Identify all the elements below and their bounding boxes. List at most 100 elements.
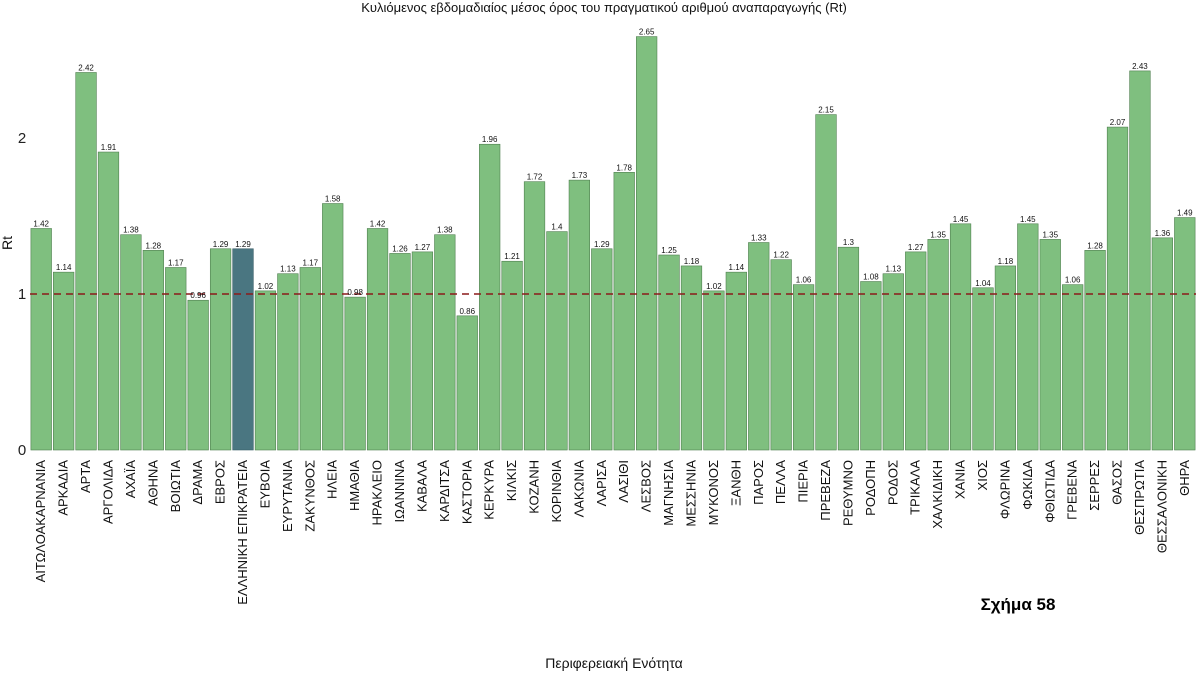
bar: [232, 248, 254, 451]
data-label: 1.38: [437, 226, 453, 235]
bar: [165, 267, 187, 451]
bar: [456, 315, 478, 451]
data-label: 1.14: [56, 263, 72, 272]
bar: [1084, 250, 1106, 451]
bar: [546, 231, 568, 451]
bar: [636, 36, 658, 451]
bar: [209, 248, 232, 451]
data-label: 1.4: [551, 223, 563, 232]
category-labels-group: ΑΙΤΩΛΟΑΚΑΡΝΑΝΙΑ ΑΡΚΑΔΙΑ ΑΡΤΑ ΑΡΓΟΛΙΔΑ ΑΧΑΪΑ Α…: [33, 460, 1192, 605]
category-label: ΑΘΗΝΑ: [145, 460, 160, 506]
bar: [120, 234, 142, 451]
data-label: 1.29: [235, 240, 251, 249]
category-label: ΕΛΛΗΝΙΚΗ ΕΠΙΚΡΑΤΕΙΑ: [235, 460, 250, 605]
bar: [882, 273, 904, 451]
category-label: ΜΑΓΝΗΣΙΑ: [661, 460, 676, 526]
bar: [523, 181, 546, 451]
category-label: ΗΜΑΘΙΑ: [347, 460, 362, 511]
data-label: 1.13: [886, 265, 902, 274]
bar: [322, 203, 344, 451]
category-label: ΧΙΟΣ: [975, 460, 990, 490]
data-label: 1.28: [1087, 241, 1103, 250]
category-label: ΔΡΑΜΑ: [190, 460, 205, 505]
category-label: ΚΟΖΑΝΗ: [527, 460, 542, 514]
bar: [949, 223, 972, 451]
category-label: ΒΟΙΩΤΙΑ: [168, 460, 183, 513]
category-label: ΛΕΣΒΟΣ: [639, 460, 654, 512]
category-label: ΠΑΡΟΣ: [751, 460, 766, 505]
category-label: ΚΕΡΚΥΡΑ: [482, 460, 497, 520]
bar: [97, 151, 120, 451]
data-label: 1.06: [1065, 276, 1081, 285]
bar: [927, 239, 949, 451]
data-label: 2.42: [78, 63, 94, 72]
bar: [837, 246, 860, 451]
category-label: ΛΑΣΙΘΙ: [616, 460, 631, 503]
bars-group: [30, 36, 1196, 451]
bar: [994, 265, 1017, 451]
category-label: ΛΑΚΩΝΙΑ: [571, 460, 586, 518]
data-label: 1.08: [863, 273, 879, 282]
bar: [187, 299, 209, 451]
bar: [366, 228, 389, 451]
category-label: ΕΥΡΥΤΑΝΙΑ: [280, 460, 295, 532]
data-label: 1.45: [1020, 215, 1036, 224]
category-label: ΡΟΔΟΣ: [885, 460, 900, 505]
data-label: 1.02: [706, 282, 722, 291]
bar: [1129, 70, 1151, 451]
category-label: ΡΕΘΥΜΝΟ: [840, 460, 855, 526]
data-label: 1.42: [370, 219, 386, 228]
category-label: ΑΙΤΩΛΟΑΚΑΡΝΑΝΙΑ: [33, 460, 48, 583]
data-label: 2.07: [1110, 118, 1126, 127]
bar: [299, 267, 321, 451]
bar: [75, 72, 97, 451]
y-tick-label: 1: [18, 286, 26, 303]
bar: [142, 250, 164, 451]
bar: [1174, 217, 1196, 451]
category-label: ΚΑΡΔΙΤΣΑ: [437, 460, 452, 522]
category-label: ΞΑΝΘΗ: [728, 460, 743, 506]
bar: [53, 271, 75, 451]
bar: [344, 296, 366, 451]
category-label: ΖΑΚΥΝΘΟΣ: [302, 460, 317, 532]
bar: [1039, 239, 1061, 451]
bar: [389, 253, 411, 451]
bar: [568, 179, 590, 451]
category-label: ΘΗΡΑ: [1177, 460, 1192, 496]
bar: [591, 248, 613, 451]
data-label: 1.17: [168, 258, 184, 267]
data-label: 1.35: [930, 230, 946, 239]
category-label: ΚΙΛΚΙΣ: [504, 460, 519, 501]
category-label: ΑΡΚΑΔΙΑ: [56, 460, 71, 516]
data-label: 2.65: [639, 28, 655, 37]
category-label: ΘΕΣΠΡΩΤΙΑ: [1132, 460, 1147, 535]
data-label: 1.72: [527, 173, 543, 182]
category-label: ΕΥΒΟΙΑ: [257, 460, 272, 509]
data-label: 1.36: [1155, 229, 1171, 238]
y-axis-ticks: 0 1 2: [18, 130, 26, 459]
category-label: ΗΡΑΚΛΕΙΟ: [370, 460, 385, 526]
bar: [703, 290, 725, 451]
bar: [815, 114, 837, 451]
figure-note: Σχήμα 58: [981, 595, 1056, 614]
category-label: ΦΩΚΙΔΑ: [1020, 460, 1035, 510]
bar: [725, 271, 747, 451]
data-label: 1.3: [843, 238, 855, 247]
chart-title: Κυλιόμενος εβδομαδιαίος μέσος όρος του π…: [361, 0, 847, 15]
y-tick-label: 0: [18, 442, 26, 459]
category-label: ΚΑΣΤΟΡΙΑ: [459, 460, 474, 524]
bar: [434, 234, 456, 451]
data-label: 1.18: [684, 257, 700, 266]
data-label: 1.42: [33, 219, 49, 228]
category-label: ΕΒΡΟΣ: [213, 460, 228, 504]
data-label: 1.26: [392, 244, 408, 253]
data-label: 1.22: [773, 251, 789, 260]
category-label: ΡΟΔΟΠΗ: [863, 460, 878, 516]
bar: [613, 172, 635, 451]
data-label: 0.96: [190, 291, 206, 300]
category-label: ΤΡΙΚΑΛΑ: [908, 460, 923, 515]
category-label: ΦΘΙΩΤΙΔΑ: [1042, 460, 1057, 523]
data-label: 1.14: [729, 263, 745, 272]
data-label: 1.25: [661, 246, 677, 255]
data-label: 1.58: [325, 195, 341, 204]
